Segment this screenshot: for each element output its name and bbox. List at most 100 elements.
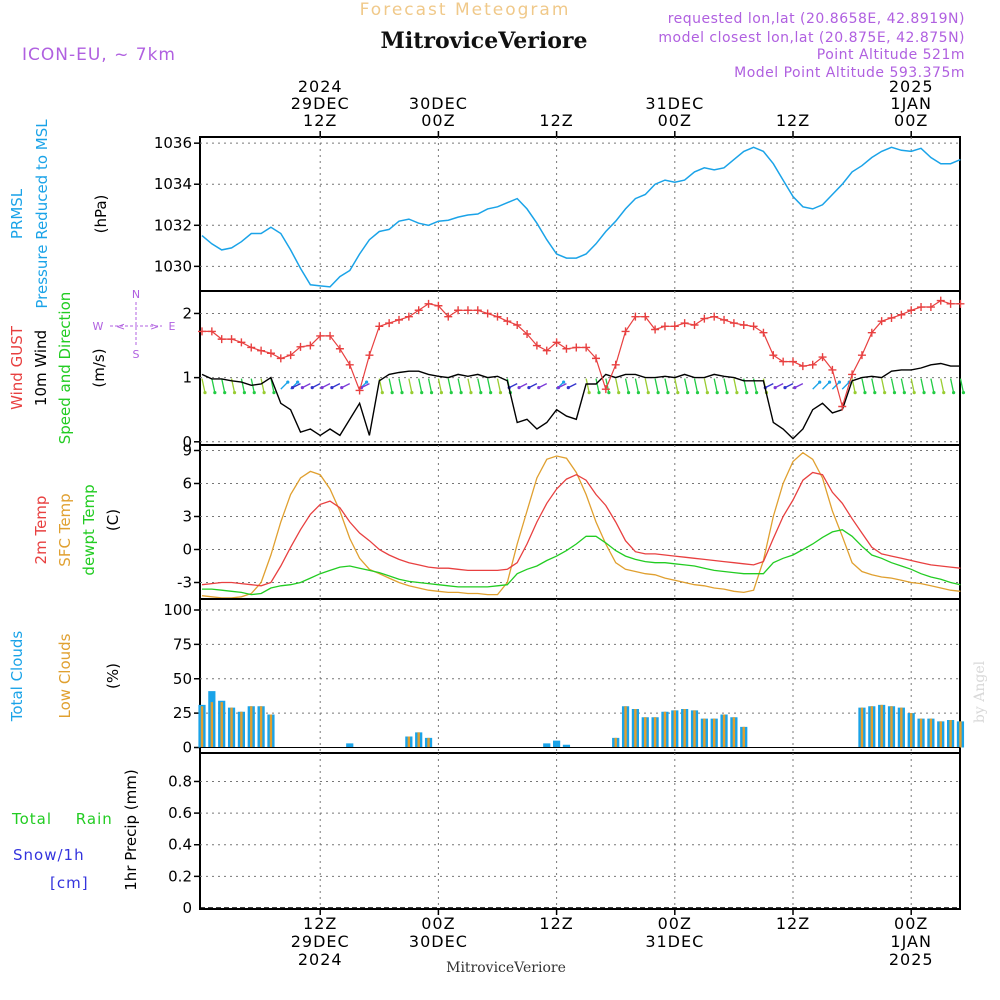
wind-arrow-head bbox=[213, 391, 217, 395]
gust-marker bbox=[690, 321, 699, 330]
time-label-bottom: 30DEC bbox=[409, 932, 468, 951]
low-cloud-bar bbox=[417, 732, 420, 748]
low-cloud-bar bbox=[880, 704, 883, 748]
gust-marker bbox=[266, 349, 275, 358]
wind-arrow-head bbox=[340, 386, 344, 390]
wind-arrow bbox=[477, 378, 482, 393]
wind-panel: 0 1 2 Wind GUST 10m Wind Speed and Directi… bbox=[8, 288, 966, 451]
wind-arrow bbox=[437, 378, 443, 393]
time-label-bottom: 00Z bbox=[894, 914, 928, 933]
gust-marker bbox=[532, 341, 541, 350]
y-tick-label: 1 bbox=[182, 369, 192, 387]
super-title: Forecast Meteogram bbox=[360, 0, 571, 20]
low-cloud-bar bbox=[200, 706, 204, 748]
wind-arrow-head bbox=[715, 391, 719, 395]
low-cloud-bar bbox=[230, 707, 233, 748]
time-label-top: 00Z bbox=[421, 111, 455, 130]
gust-marker bbox=[365, 351, 374, 360]
wind-arrow-head bbox=[932, 391, 936, 395]
gust-marker bbox=[887, 313, 896, 322]
wind-arrow-head bbox=[562, 380, 566, 384]
time-label-bottom: 29DEC bbox=[291, 932, 350, 951]
wind-arrow-head bbox=[837, 380, 842, 384]
wind-label-3: Speed and Direction bbox=[56, 292, 74, 445]
gust-marker bbox=[680, 319, 689, 328]
y-tick-label: 0 bbox=[182, 541, 192, 559]
wind-arrow-head bbox=[607, 391, 611, 395]
wind-gust-markers bbox=[198, 296, 965, 411]
wind-arrow-head bbox=[469, 391, 473, 395]
gust-marker bbox=[700, 314, 709, 323]
gust-marker bbox=[345, 360, 354, 369]
low-cloud-bar bbox=[220, 702, 223, 748]
wind-arrow-head bbox=[439, 391, 443, 395]
wind-arrow-head bbox=[272, 391, 276, 395]
temp-ticks: -3 0 3 6 9 bbox=[177, 442, 200, 592]
wind-arrow bbox=[871, 378, 876, 393]
wind-arrow-head bbox=[365, 380, 369, 384]
time-label-bottom: 12Z bbox=[776, 914, 810, 933]
wind-arrow bbox=[585, 378, 590, 393]
precip-label-snow: Snow/1h bbox=[13, 846, 85, 864]
gust-marker bbox=[542, 346, 551, 355]
gust-marker bbox=[611, 360, 620, 369]
wind-arrow-head bbox=[242, 391, 246, 395]
compass-n: N bbox=[132, 288, 140, 301]
gust-marker bbox=[828, 365, 837, 374]
wind-arrow bbox=[398, 378, 403, 393]
wind-arrow-head bbox=[656, 391, 660, 395]
compass-e: E bbox=[169, 320, 176, 333]
compass-arrow-e: > bbox=[150, 320, 159, 333]
precip-label-rain: Total Rain bbox=[11, 810, 113, 828]
wind-arrow bbox=[664, 378, 669, 393]
wind-arrow-head bbox=[498, 391, 503, 395]
time-label-bottom: 12Z bbox=[303, 914, 337, 933]
wind-arrow bbox=[408, 378, 413, 393]
wind-arrow-head bbox=[952, 391, 956, 395]
wind-arrow-head bbox=[666, 391, 670, 395]
gust-marker bbox=[818, 353, 827, 362]
gust-marker bbox=[946, 299, 955, 308]
clouds-label-1: Total Clouds bbox=[8, 631, 26, 723]
wind-arrow-head bbox=[420, 391, 424, 395]
wind-arrow-head bbox=[646, 391, 650, 395]
clouds-unit: (%) bbox=[104, 663, 122, 689]
2m-temp-line bbox=[201, 471, 961, 587]
gust-marker bbox=[562, 344, 571, 353]
compass-w: W bbox=[93, 320, 104, 333]
low-cloud-bar bbox=[210, 702, 214, 748]
wind-arrow-head bbox=[262, 391, 266, 395]
cloud-bars bbox=[198, 691, 965, 748]
wind-arrow bbox=[890, 378, 896, 393]
wind-speed-line bbox=[201, 362, 961, 440]
gust-marker bbox=[463, 306, 472, 315]
y-tick-label: 0.8 bbox=[168, 772, 192, 790]
sfc-temp-line bbox=[201, 451, 961, 599]
gust-marker bbox=[739, 321, 748, 330]
gust-marker bbox=[198, 327, 206, 336]
gust-marker bbox=[424, 299, 433, 308]
gust-marker bbox=[789, 357, 797, 366]
gust-marker bbox=[848, 370, 857, 379]
low-cloud-bar bbox=[624, 706, 627, 748]
wind-arrow bbox=[723, 378, 728, 393]
wind-arrow-head bbox=[783, 386, 787, 390]
time-label-top: 00Z bbox=[894, 111, 928, 130]
wind-arrow-head bbox=[793, 386, 797, 390]
total-cloud-bar bbox=[562, 744, 571, 748]
y-tick-label: 2 bbox=[182, 304, 192, 322]
wind-arrow bbox=[615, 378, 620, 393]
wind-arrow-head bbox=[410, 391, 414, 395]
gust-marker bbox=[729, 319, 738, 328]
low-cloud-bar bbox=[683, 709, 686, 748]
low-cloud-bar bbox=[870, 706, 873, 748]
low-cloud-bar bbox=[713, 718, 716, 748]
low-cloud-bar bbox=[693, 710, 696, 748]
y-tick-label: 0.4 bbox=[168, 836, 192, 854]
precip-axis-label: 1hr Precip (mm) bbox=[122, 769, 140, 890]
wind-arrow-head bbox=[300, 386, 304, 390]
gust-marker bbox=[473, 306, 482, 315]
wind-arrow bbox=[280, 381, 289, 390]
time-label-bottom: 00Z bbox=[658, 914, 692, 933]
precip-frame bbox=[199, 752, 961, 910]
